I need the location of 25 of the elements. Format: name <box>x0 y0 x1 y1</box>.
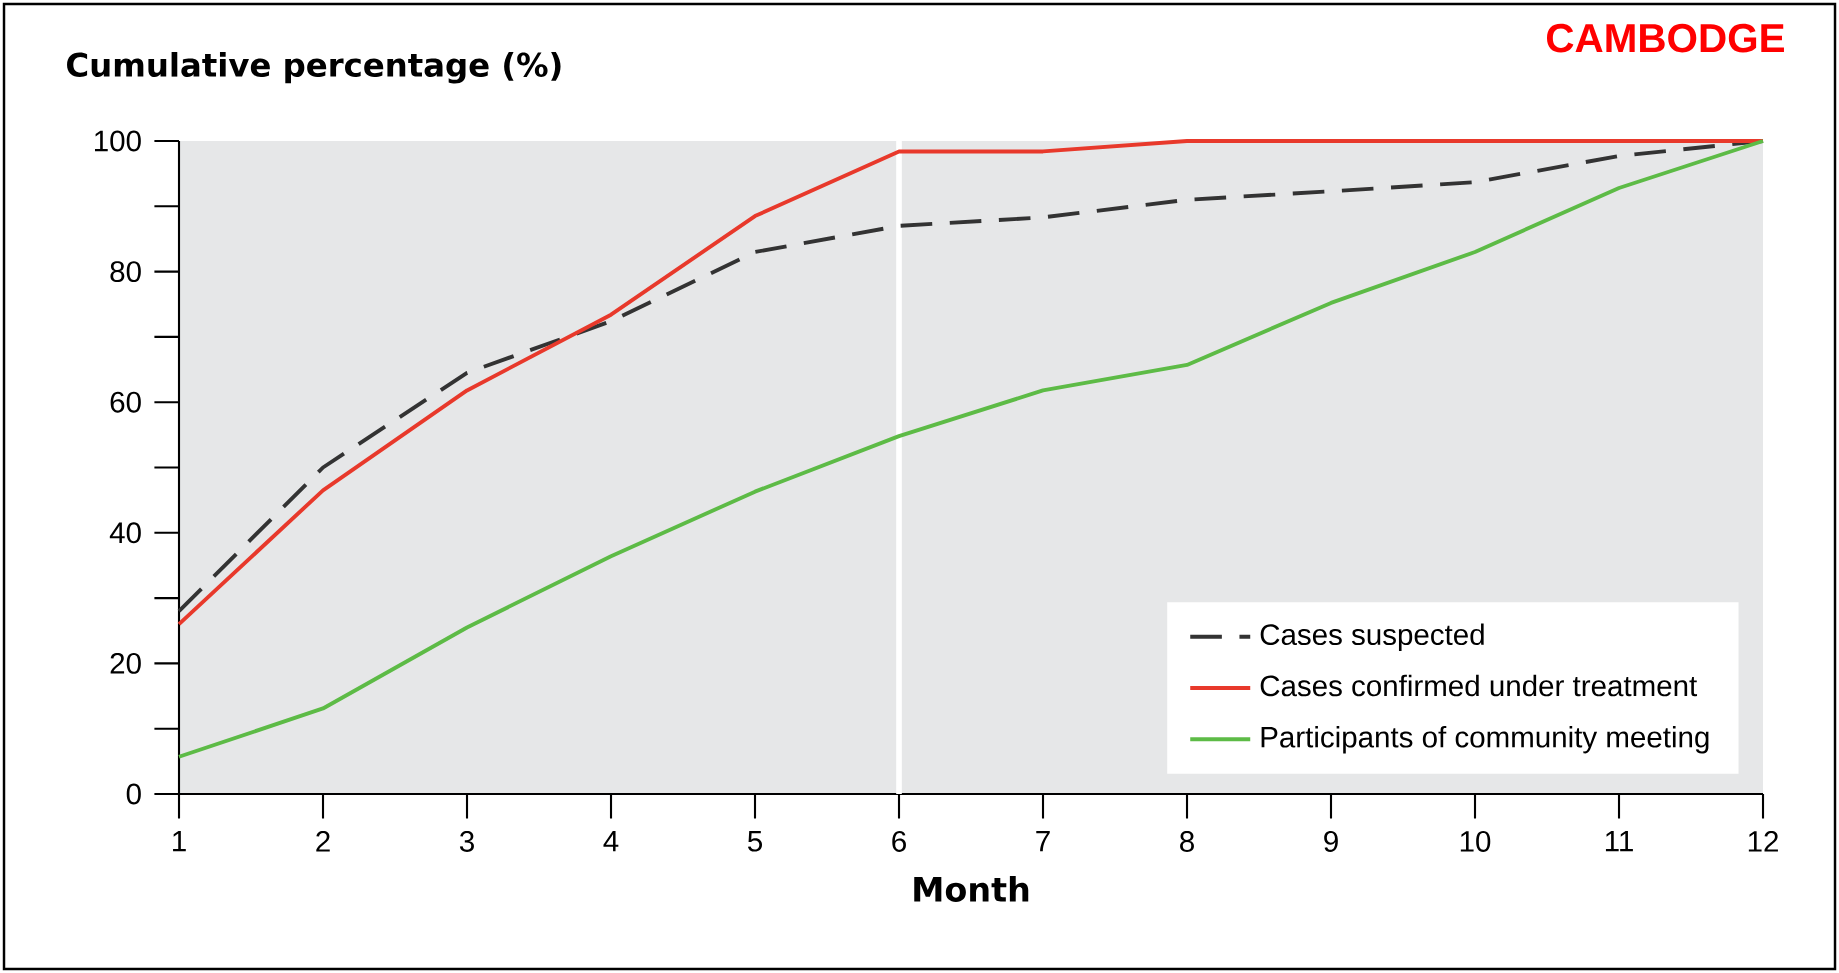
chart-title: CAMBODGE <box>1546 23 1784 53</box>
x-tick-label: 4 <box>603 830 619 852</box>
y-tick-label: 40 <box>109 522 141 544</box>
y-tick-label: 100 <box>95 130 141 152</box>
y-tick-label: 0 <box>126 783 141 805</box>
x-tick-label: 2 <box>316 831 330 852</box>
x-tick-label: 8 <box>1180 831 1194 852</box>
x-tick-label: 6 <box>892 831 906 852</box>
x-tick-label: 5 <box>747 830 763 852</box>
legend-label: Cases suspected <box>1260 623 1484 651</box>
x-tick-label: 12 <box>1748 831 1778 852</box>
x-tick-label: 1 <box>173 830 186 852</box>
x-tick-label: 10 <box>1460 831 1491 852</box>
legend-label: Participants of community meeting <box>1261 725 1709 754</box>
line-series <box>177 139 1765 759</box>
y-axis-title: Cumulative percentage (%) <box>67 52 561 84</box>
y-tick-label: 60 <box>110 391 141 413</box>
legend-label: Cases confirmed under treatment <box>1260 674 1698 697</box>
x-axis-title: Month <box>914 876 1029 902</box>
x-tick-label: 11 <box>1605 830 1633 852</box>
x-tick-label: 3 <box>459 831 474 852</box>
y-tick-label: 20 <box>110 652 141 674</box>
y-tick-label: 80 <box>110 261 141 283</box>
x-tick-label: 7 <box>1036 830 1050 852</box>
x-tick-label: 9 <box>1324 831 1338 852</box>
